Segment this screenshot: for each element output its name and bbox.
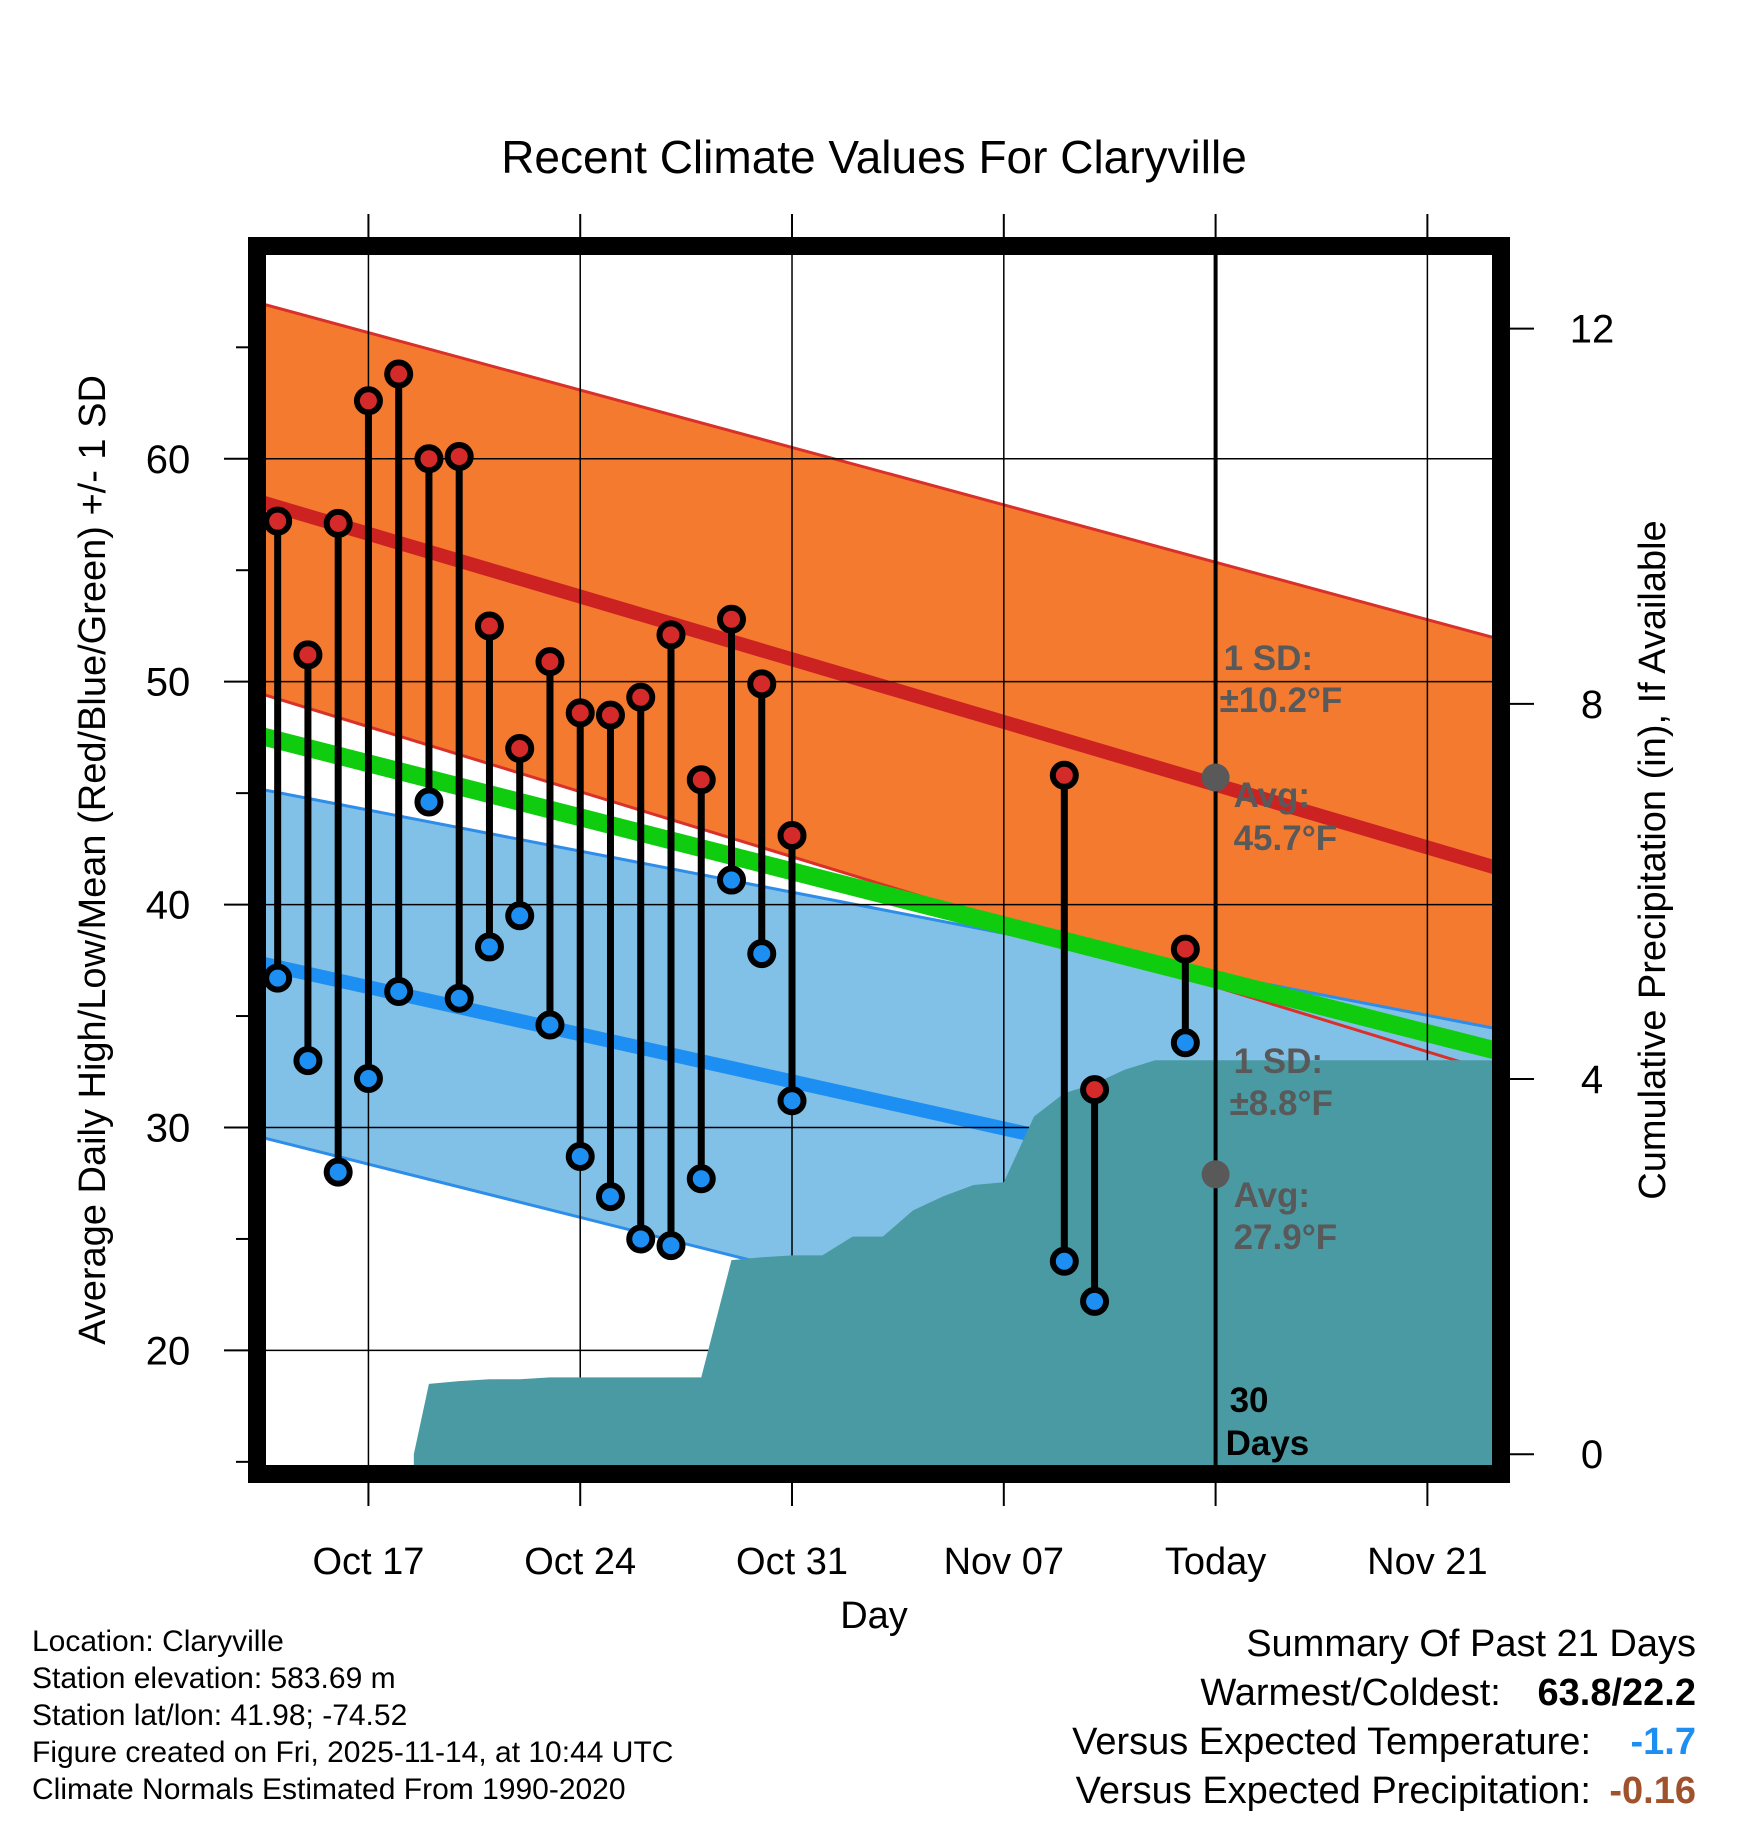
latlon-text: Station lat/lon: 41.98; -74.52: [32, 1699, 408, 1732]
daily-high-point: [777, 820, 807, 850]
daily-low-point: [444, 983, 474, 1013]
summary-panel: Summary Of Past 21 Days Warmest/Coldest:…: [1072, 1620, 1696, 1816]
daily-high-point: [293, 640, 323, 670]
daily-low-point: [474, 932, 504, 962]
daily-high-point: [626, 682, 656, 712]
created-text: Figure created on Fri, 2025-11-14, at 10…: [32, 1736, 674, 1769]
daily-low-point: [353, 1063, 383, 1093]
daily-high-point: [686, 765, 716, 795]
station-info: Location: Claryville Station elevation: …: [32, 1623, 673, 1808]
daily-high-point: [535, 647, 565, 677]
y2-axis-label: Cumulative Precipitation (in), If Availa…: [1632, 520, 1674, 1199]
daily-low-point: [323, 1157, 353, 1187]
high-sd-label: 1 SD:: [1224, 639, 1313, 678]
temp-value: -1.7: [1630, 1721, 1696, 1763]
daily-high-point: [1170, 934, 1200, 964]
high-sd-upper-line: [258, 301, 1500, 641]
today-high-avg-marker: [1201, 763, 1230, 792]
summary-title: Summary Of Past 21 Days: [1246, 1623, 1696, 1665]
low-sd-value: ±8.8°F: [1230, 1084, 1333, 1123]
daily-high-point: [1049, 760, 1079, 790]
precipitation-area: [413, 1060, 1500, 1473]
warm-cold-label: Warmest/Coldest:: [1200, 1672, 1501, 1714]
daily-low-point: [293, 1046, 323, 1076]
daily-high-point: [747, 669, 777, 699]
x-tick-label: Oct 31: [736, 1541, 848, 1583]
daily-high-point: [656, 620, 686, 650]
y2-tick-label: 0: [1581, 1433, 1603, 1477]
high-sd-value: ±10.2°F: [1220, 681, 1343, 720]
daily-low-point: [747, 939, 777, 969]
high-avg-line: [258, 494, 1500, 876]
mean-avg-line: [258, 726, 1500, 1061]
daily-high-point: [414, 444, 444, 474]
plot-frame: [248, 237, 1510, 1483]
low-sd-upper-line: [258, 787, 1500, 1031]
normals-text: Climate Normals Estimated From 1990-2020: [32, 1773, 626, 1806]
y-tick-label: 30: [146, 1106, 191, 1150]
daily-high-point: [263, 506, 293, 536]
x-tick-label: Nov 07: [944, 1541, 1064, 1583]
precip-label: Versus Expected Precipitation:: [1075, 1770, 1591, 1812]
today-low-avg-marker: [1201, 1160, 1230, 1189]
daily-low-point: [1049, 1246, 1079, 1276]
daily-low-point: [656, 1231, 686, 1261]
elevation-text: Station elevation: 583.69 m: [32, 1662, 396, 1695]
warm-cold-value: 63.8/22.2: [1537, 1672, 1696, 1714]
daily-low-point: [626, 1224, 656, 1254]
warm-cold-row: Warmest/Coldest: 63.8/22.2: [1072, 1669, 1696, 1718]
x-tick-label: Today: [1165, 1541, 1266, 1583]
y-tick-label: 60: [146, 438, 191, 482]
temp-label: Versus Expected Temperature:: [1072, 1721, 1591, 1763]
precip-row: Versus Expected Precipitation: -0.16: [1072, 1767, 1696, 1816]
low-avg-label: Avg:: [1234, 1176, 1310, 1215]
location-text: Location: Claryville: [32, 1625, 284, 1658]
daily-low-point: [686, 1164, 716, 1194]
low-avg-value: 27.9°F: [1234, 1218, 1338, 1257]
daily-high-point: [353, 386, 383, 416]
x-tick-label: Oct 24: [524, 1541, 636, 1583]
daily-low-point: [595, 1182, 625, 1212]
daily-high-point: [444, 442, 474, 472]
daily-low-point: [1080, 1286, 1110, 1316]
window-days-number: 30: [1230, 1381, 1269, 1420]
daily-low-point: [414, 787, 444, 817]
daily-low-point: [535, 1010, 565, 1040]
y-axis-label: Average Daily High/Low/Mean (Red/Blue/Gr…: [72, 375, 114, 1345]
daily-low-point: [1170, 1028, 1200, 1058]
x-tick-label: Nov 21: [1367, 1541, 1487, 1583]
daily-low-point: [565, 1141, 595, 1171]
y2-tick-label: 12: [1570, 308, 1615, 352]
temp-row: Versus Expected Temperature: -1.7: [1072, 1718, 1696, 1767]
daily-high-point: [474, 611, 504, 641]
x-tick-label: Oct 17: [312, 1541, 424, 1583]
chart-title: Recent Climate Values For Claryville: [501, 131, 1247, 183]
window-days-label: Days: [1226, 1424, 1310, 1463]
daily-high-point: [384, 359, 414, 389]
high-avg-value: 45.7°F: [1234, 819, 1338, 858]
daily-low-point: [505, 901, 535, 931]
daily-high-point: [595, 700, 625, 730]
x-axis-label: Day: [840, 1595, 908, 1637]
plot-area: [258, 247, 1500, 1473]
daily-high-point: [505, 734, 535, 764]
daily-high-point: [565, 698, 595, 728]
daily-low-point: [263, 963, 293, 993]
daily-low-point: [717, 865, 747, 895]
precip-value: -0.16: [1609, 1770, 1696, 1812]
daily-low-point: [777, 1086, 807, 1116]
y-tick-label: 40: [146, 884, 191, 928]
daily-high-point: [1080, 1075, 1110, 1105]
y2-tick-label: 4: [1581, 1058, 1603, 1102]
high-avg-label: Avg:: [1234, 776, 1310, 815]
daily-low-point: [384, 977, 414, 1007]
high-sd-lower-line: [258, 691, 1500, 1076]
y-tick-label: 50: [146, 661, 191, 705]
daily-high-point: [323, 508, 353, 538]
low-sd-label: 1 SD:: [1234, 1042, 1323, 1081]
y2-tick-label: 8: [1581, 683, 1603, 727]
daily-high-point: [717, 604, 747, 634]
y-tick-label: 20: [146, 1329, 191, 1373]
